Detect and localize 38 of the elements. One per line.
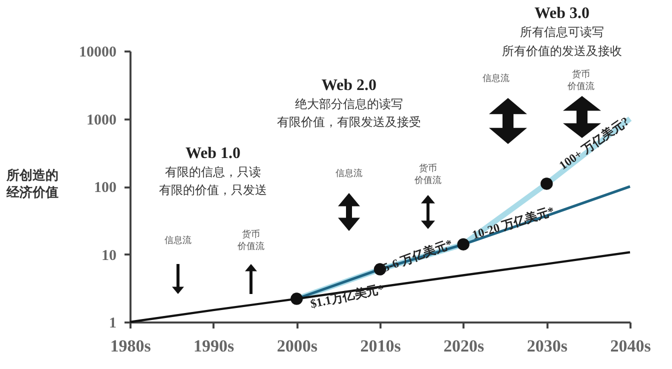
x-tick-label: 2000s	[276, 336, 318, 356]
annotation: 5-6 万亿美元*	[380, 236, 454, 275]
annotation: 100+ 万亿美元?	[556, 114, 632, 172]
annotation: 信息流	[336, 168, 362, 178]
x-tick-label: 2020s	[444, 336, 485, 356]
annotation: 有限价值，有限发送及接受	[277, 115, 421, 129]
x-tick-label: 1990s	[194, 336, 235, 356]
annotation: 货币	[242, 229, 260, 239]
annotation: 所有价值的发送及接收	[502, 44, 622, 58]
point	[290, 292, 303, 305]
annotation: 货币	[419, 163, 437, 173]
annotation: 绝大部分信息的读写	[295, 97, 403, 111]
x-tick-label: 2030s	[526, 336, 568, 356]
annotation: 10-20 万亿美元*	[470, 204, 556, 242]
text: 所有信息可读写	[520, 25, 604, 39]
annotation: 信息流	[482, 73, 510, 83]
annotation: $1.1万亿美元*	[309, 282, 386, 311]
annotation: 有限的价值，只发送	[159, 183, 267, 197]
annotation: 信息流	[164, 235, 192, 245]
annotation: 货币	[572, 69, 590, 79]
annotation: 价值流	[566, 81, 594, 91]
annotation: 价值流	[236, 241, 264, 251]
x-tick-label: 2040s	[610, 336, 652, 356]
text: Web 3.0	[534, 5, 590, 22]
y-tick-label: 10	[102, 248, 116, 264]
annotation: Web 2.0	[321, 77, 377, 94]
y-axis-title: 所创造的经济价值	[6, 168, 58, 200]
y-tick-label: 1000	[86, 112, 116, 128]
x-tick-label: 2010s	[360, 336, 402, 356]
point	[540, 178, 553, 190]
y-tick-label: 10000	[79, 44, 116, 60]
point	[457, 238, 470, 250]
annotation: 价值流	[414, 175, 442, 185]
annotation: 有限的信息，只读	[165, 165, 261, 179]
y-tick-label: 1	[109, 316, 116, 332]
x-tick-label: 1980s	[110, 336, 152, 356]
y-tick-label: 100	[94, 180, 116, 196]
annotation: Web 1.0	[185, 145, 241, 162]
